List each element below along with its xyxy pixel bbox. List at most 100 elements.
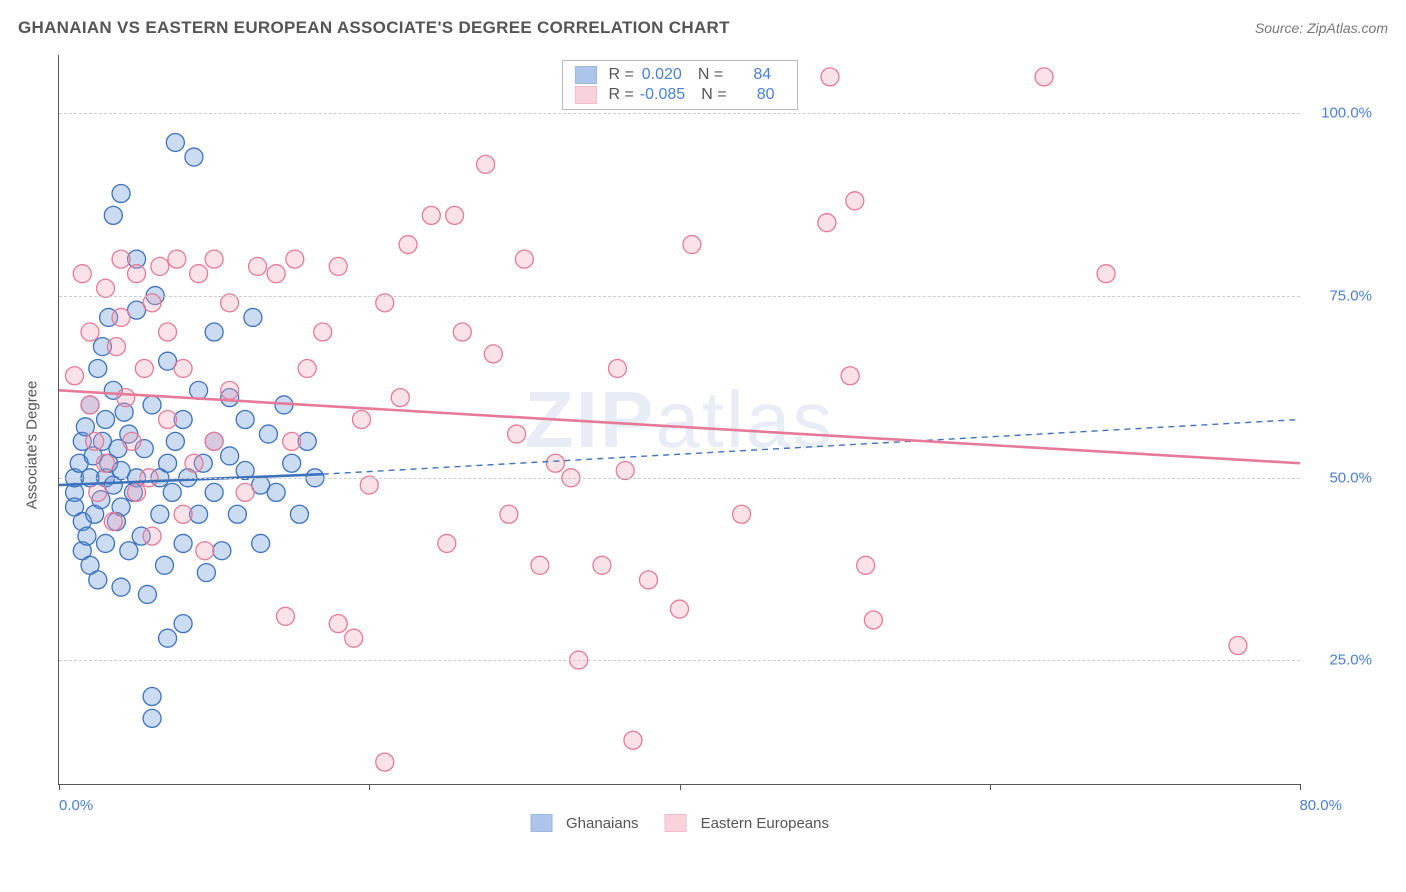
scatter-point [89, 571, 107, 589]
scatter-point [123, 432, 141, 450]
scatter-point [846, 192, 864, 210]
scatter-point [104, 513, 122, 531]
scatter-point [128, 265, 146, 283]
scatter-point [329, 257, 347, 275]
xtick-mark [990, 784, 991, 790]
scatter-point [174, 359, 192, 377]
scatter-point [89, 359, 107, 377]
scatter-point [500, 505, 518, 523]
scatter-point [185, 454, 203, 472]
scatter-point [508, 425, 526, 443]
scatter-point [639, 571, 657, 589]
scatter-point [286, 250, 304, 268]
legend-item: Eastern Europeans [665, 814, 829, 832]
scatter-point [81, 323, 99, 341]
scatter-point [159, 411, 177, 429]
chart-container: Associate's Degree ZIPatlas R =0.020N =8… [40, 55, 1390, 835]
legend-swatch [574, 86, 596, 104]
scatter-point [1097, 265, 1115, 283]
scatter-point [112, 185, 130, 203]
xtick-mark [59, 784, 60, 790]
scatter-point [531, 556, 549, 574]
scatter-point [290, 505, 308, 523]
scatter-point [841, 367, 859, 385]
scatter-point [73, 265, 91, 283]
scatter-point [593, 556, 611, 574]
scatter-point [190, 265, 208, 283]
grid-line [59, 113, 1300, 114]
scatter-point [120, 542, 138, 560]
scatter-point [624, 731, 642, 749]
scatter-point [683, 236, 701, 254]
legend-label: Eastern Europeans [701, 815, 829, 832]
scatter-point [104, 206, 122, 224]
scatter-point [166, 133, 184, 151]
scatter-point [314, 323, 332, 341]
scatter-point [66, 367, 84, 385]
scatter-point [818, 214, 836, 232]
chart-svg [59, 55, 1300, 784]
grid-line [59, 478, 1300, 479]
scatter-point [399, 236, 417, 254]
scatter-point [143, 396, 161, 414]
scatter-point [112, 250, 130, 268]
legend-swatch [574, 66, 596, 84]
scatter-point [267, 483, 285, 501]
scatter-point [345, 629, 363, 647]
plot-area: ZIPatlas R =0.020N =84R =-0.085N =80 Gha… [58, 55, 1300, 785]
xtick-label-start: 0.0% [59, 797, 93, 814]
scatter-point [733, 505, 751, 523]
scatter-point [821, 68, 839, 86]
legend-swatch [530, 814, 552, 832]
trend-line-ext [323, 420, 1300, 475]
scatter-point [236, 483, 254, 501]
grid-line [59, 296, 1300, 297]
grid-line [59, 660, 1300, 661]
scatter-point [228, 505, 246, 523]
scatter-point [205, 250, 223, 268]
scatter-point [252, 534, 270, 552]
stat-r: 0.020 [640, 66, 692, 84]
stat-label: N = [698, 66, 723, 84]
scatter-point [97, 454, 115, 472]
scatter-point [196, 542, 214, 560]
scatter-point [112, 308, 130, 326]
scatter-point [155, 556, 173, 574]
scatter-point [221, 381, 239, 399]
scatter-point [128, 483, 146, 501]
stat-n: 80 [733, 86, 785, 104]
ytick-label: 75.0% [1329, 287, 1372, 304]
scatter-point [283, 454, 301, 472]
scatter-point [151, 257, 169, 275]
scatter-point [112, 578, 130, 596]
scatter-point [244, 308, 262, 326]
scatter-point [283, 432, 301, 450]
scatter-point [422, 206, 440, 224]
scatter-point [484, 345, 502, 363]
scatter-point [174, 505, 192, 523]
scatter-point [168, 250, 186, 268]
scatter-point [205, 483, 223, 501]
scatter-point [608, 359, 626, 377]
scatter-point [185, 148, 203, 166]
scatter-point [151, 505, 169, 523]
scatter-point [515, 250, 533, 268]
xtick-mark [680, 784, 681, 790]
scatter-point [117, 389, 135, 407]
scatter-point [81, 396, 99, 414]
scatter-point [174, 534, 192, 552]
scatter-point [477, 155, 495, 173]
scatter-point [864, 611, 882, 629]
legend-label: Ghanaians [566, 815, 639, 832]
scatter-point [236, 411, 254, 429]
scatter-point [159, 323, 177, 341]
scatter-point [197, 564, 215, 582]
scatter-point [205, 432, 223, 450]
legend-item: Ghanaians [530, 814, 639, 832]
scatter-point [143, 688, 161, 706]
stat-r: -0.085 [640, 86, 695, 104]
scatter-point [138, 585, 156, 603]
y-axis-label: Associate's Degree [24, 381, 41, 510]
xtick-mark [369, 784, 370, 790]
scatter-point [438, 534, 456, 552]
